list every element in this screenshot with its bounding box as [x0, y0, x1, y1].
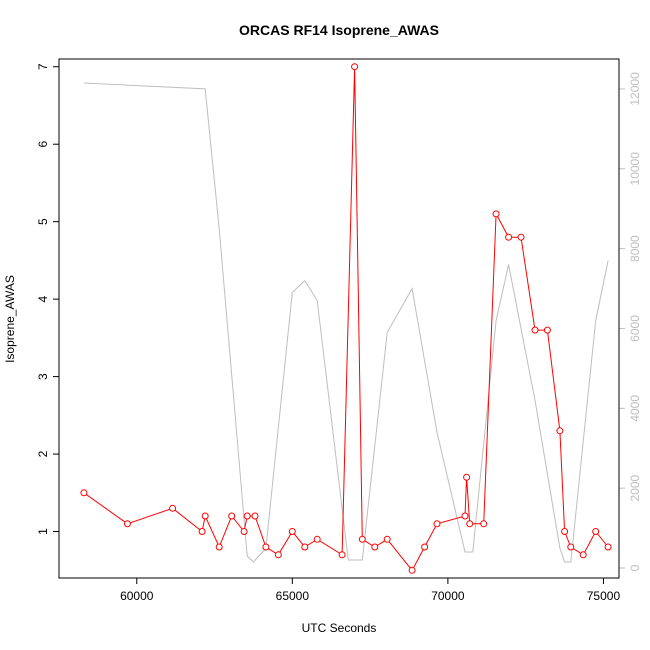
- axes: 60000 65000 70000 75000 1 2 3 4 5 6 7 0 2000 4000 6000…: [36, 63, 642, 603]
- data-point: [201, 512, 209, 520]
- data-point: [492, 210, 500, 218]
- data-point: [80, 489, 88, 497]
- data-point: [505, 233, 513, 241]
- y2-tick-label: 2000: [628, 475, 642, 502]
- y-tick-label: 5: [36, 218, 50, 225]
- data-point: [198, 528, 206, 535]
- data-point: [480, 520, 488, 528]
- data-point: [313, 535, 321, 543]
- data-point: [123, 520, 131, 528]
- x-tick-label: 70000: [431, 589, 465, 603]
- data-point: [567, 543, 575, 551]
- data-point: [169, 504, 177, 512]
- data-point: [274, 551, 282, 559]
- data-point: [358, 535, 366, 543]
- data-point: [517, 233, 525, 241]
- data-point: [561, 528, 569, 535]
- data-point: [604, 543, 612, 551]
- data-point: [301, 543, 309, 551]
- y2-tick-label: 12000: [628, 72, 642, 106]
- data-point: [351, 63, 359, 71]
- data-point: [466, 520, 474, 528]
- series-line-right-axis: [83, 82, 609, 563]
- data-point: [463, 473, 471, 481]
- y-tick-label: 7: [36, 63, 50, 70]
- y-tick-label: 2: [36, 450, 50, 457]
- y-tick-label: 3: [36, 373, 50, 380]
- y2-tick-label: 8000: [628, 235, 642, 262]
- data-point: [215, 543, 223, 551]
- x-tick-label: 75000: [587, 589, 621, 603]
- data-point: [262, 543, 270, 551]
- y2-tick-label: 6000: [628, 315, 642, 342]
- data-point: [421, 543, 429, 551]
- data-point: [383, 535, 391, 543]
- x-axis-label: UTC Seconds: [302, 621, 377, 635]
- data-point: [543, 326, 551, 334]
- data-point: [592, 528, 600, 535]
- y2-tick-label: 4000: [628, 395, 642, 422]
- y-tick-label: 1: [36, 528, 50, 535]
- x-tick-label: 65000: [276, 589, 310, 603]
- y2-tick-label: 0: [628, 564, 642, 571]
- y-axis-label: Isoprene_AWAS: [3, 275, 17, 363]
- series-line-left-axis: [80, 63, 612, 574]
- data-point: [371, 543, 379, 551]
- chart-title: ORCAS RF14 Isoprene_AWAS: [239, 22, 439, 38]
- y-tick-label: 4: [36, 295, 50, 302]
- data-point: [288, 528, 296, 535]
- data-point: [243, 512, 251, 520]
- data-point: [433, 520, 441, 528]
- y-tick-label: 6: [36, 141, 50, 148]
- data-point: [240, 528, 248, 535]
- series-right-line: [83, 82, 609, 563]
- x-tick-label: 60000: [120, 589, 154, 603]
- data-point: [338, 551, 346, 559]
- data-point: [228, 512, 236, 520]
- data-point: [408, 566, 416, 574]
- data-point: [579, 551, 587, 559]
- data-point: [556, 427, 564, 435]
- data-point: [461, 512, 469, 520]
- data-point: [251, 512, 259, 520]
- y2-tick-label: 10000: [628, 152, 642, 186]
- data-point: [531, 326, 539, 334]
- plot-frame: [58, 58, 620, 579]
